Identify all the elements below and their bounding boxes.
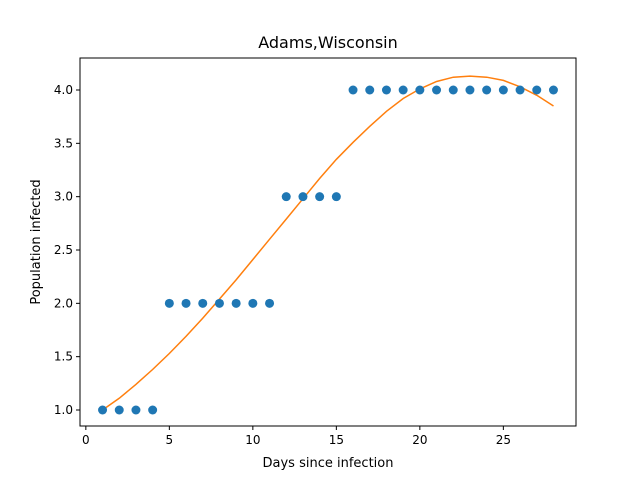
data-point: [381, 85, 391, 95]
x-tick-label: 0: [82, 433, 90, 447]
data-point: [498, 85, 508, 95]
data-point: [448, 85, 458, 95]
y-tick-label: 3.0: [54, 190, 73, 204]
data-point: [548, 85, 558, 95]
x-tick-label: 25: [496, 433, 511, 447]
y-tick-label: 1.0: [54, 403, 73, 417]
y-tick-label: 4.0: [54, 83, 73, 97]
data-point: [131, 405, 141, 415]
data-point: [148, 405, 158, 415]
data-point: [398, 85, 408, 95]
data-point: [482, 85, 492, 95]
data-point: [248, 298, 258, 308]
x-tick-label: 15: [329, 433, 344, 447]
x-tick-label: 10: [245, 433, 260, 447]
y-tick-label: 3.5: [54, 136, 73, 150]
data-point: [281, 192, 291, 202]
y-tick-label: 2.5: [54, 243, 73, 257]
plot-area: [80, 58, 576, 426]
data-point: [181, 298, 191, 308]
data-point: [365, 85, 375, 95]
x-axis: 0 5 10 15 20 25: [82, 426, 511, 447]
y-axis-label: Population infected: [29, 179, 44, 304]
data-point: [265, 298, 275, 308]
x-tick-label: 20: [412, 433, 427, 447]
data-point: [231, 298, 241, 308]
data-point: [164, 298, 174, 308]
y-tick-label: 1.5: [54, 350, 73, 364]
y-axis: 1.0 1.5 2.0 2.5 3.0 3.5 4.0: [54, 83, 80, 417]
data-point: [432, 85, 442, 95]
plot-frame: [79, 57, 577, 427]
data-point: [532, 85, 542, 95]
data-point: [214, 298, 224, 308]
data-point: [114, 405, 124, 415]
x-tick-label: 5: [166, 433, 174, 447]
fit-line: [102, 75, 554, 411]
data-point: [465, 85, 475, 95]
data-point: [298, 192, 308, 202]
x-axis-label: Days since infection: [263, 456, 394, 471]
data-point: [415, 85, 425, 95]
data-point: [198, 298, 208, 308]
y-tick-label: 2.0: [54, 296, 73, 310]
chart-title: Adams,Wisconsin: [258, 33, 398, 52]
data-point: [315, 192, 325, 202]
data-point: [348, 85, 358, 95]
data-point: [515, 85, 525, 95]
data-point: [98, 405, 108, 415]
data-point: [331, 192, 341, 202]
series-layer: [98, 75, 558, 415]
